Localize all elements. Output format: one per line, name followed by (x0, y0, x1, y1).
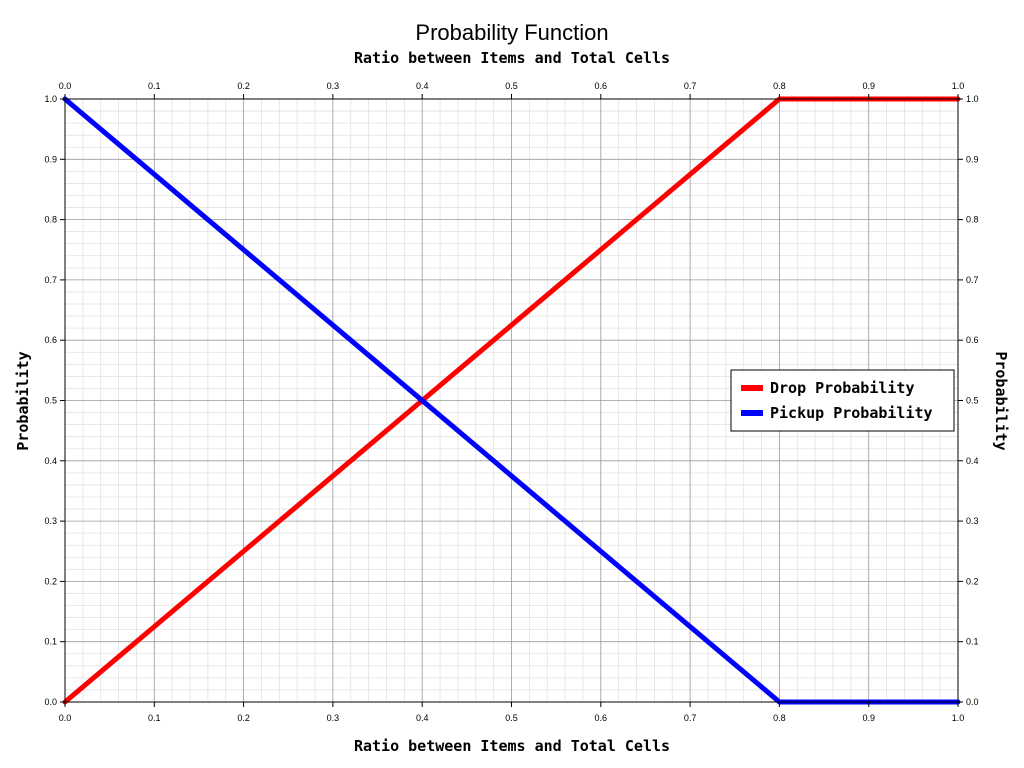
y-tick-label-right: 0.8 (966, 215, 979, 225)
tick-marks (60, 94, 963, 707)
y-tick-label-left: 0.7 (44, 275, 57, 285)
x-tick-label-top: 0.2 (237, 81, 250, 91)
x-tick-label-bottom: 0.3 (327, 713, 340, 723)
y-tick-label-right: 0.9 (966, 154, 979, 164)
x-tick-label-bottom: 0.8 (773, 713, 786, 723)
right-y-axis-label: Probability (992, 351, 1010, 450)
x-tick-label-bottom: 0.7 (684, 713, 697, 723)
x-tick-label-top: 0.5 (505, 81, 518, 91)
x-tick-label-top: 0.7 (684, 81, 697, 91)
y-tick-label-right: 1.0 (966, 94, 979, 104)
chart-title: Probability Function (415, 20, 608, 45)
y-tick-label-right: 0.7 (966, 275, 979, 285)
y-tick-label-right: 0.5 (966, 396, 979, 406)
x-tick-label-top: 0.8 (773, 81, 786, 91)
x-tick-label-top: 0.9 (862, 81, 875, 91)
y-tick-label-left: 0.4 (44, 456, 57, 466)
y-tick-label-right: 0.0 (966, 697, 979, 707)
y-tick-label-right: 0.4 (966, 456, 979, 466)
legend-box (730, 369, 955, 432)
y-axis-label: Probability (14, 351, 32, 450)
x-tick-label-top: 0.3 (327, 81, 340, 91)
y-tick-label-left: 0.2 (44, 576, 57, 586)
x-tick-label-bottom: 0.9 (862, 713, 875, 723)
x-tick-label-bottom: 1.0 (952, 713, 965, 723)
y-tick-label-left: 0.9 (44, 154, 57, 164)
x-tick-label-top: 0.6 (595, 81, 608, 91)
x-tick-label-bottom: 0.6 (595, 713, 608, 723)
major-grid (65, 99, 958, 702)
legend-label-pickup: Pickup Probability (770, 404, 933, 422)
legend-label-drop: Drop Probability (770, 379, 915, 397)
x-tick-label-bottom: 0.1 (148, 713, 161, 723)
y-tick-label-left: 0.3 (44, 516, 57, 526)
x-tick-label-bottom: 0.5 (505, 713, 518, 723)
x-tick-label-bottom: 0.4 (416, 713, 429, 723)
tick-labels: 0.00.00.10.10.20.20.30.30.40.40.50.50.60… (44, 81, 978, 723)
x-tick-label-bottom: 0.2 (237, 713, 250, 723)
x-tick-label-top: 0.1 (148, 81, 161, 91)
y-tick-label-left: 1.0 (44, 94, 57, 104)
x-tick-label-top: 0.0 (59, 81, 72, 91)
y-tick-label-right: 0.3 (966, 516, 979, 526)
x-tick-label-bottom: 0.0 (59, 713, 72, 723)
y-tick-label-right: 0.6 (966, 335, 979, 345)
y-tick-label-left: 0.5 (44, 396, 57, 406)
y-tick-label-left: 0.8 (44, 215, 57, 225)
y-tick-label-left: 0.6 (44, 335, 57, 345)
top-x-axis-label: Ratio between Items and Total Cells (354, 49, 670, 67)
y-tick-label-right: 0.2 (966, 576, 979, 586)
y-tick-label-right: 0.1 (966, 637, 979, 647)
legend: Drop Probability Pickup Probability (730, 369, 955, 432)
y-tick-label-left: 0.0 (44, 697, 57, 707)
y-tick-label-left: 0.1 (44, 637, 57, 647)
x-tick-label-top: 1.0 (952, 81, 965, 91)
x-axis-label: Ratio between Items and Total Cells (354, 737, 670, 755)
x-tick-label-top: 0.4 (416, 81, 429, 91)
